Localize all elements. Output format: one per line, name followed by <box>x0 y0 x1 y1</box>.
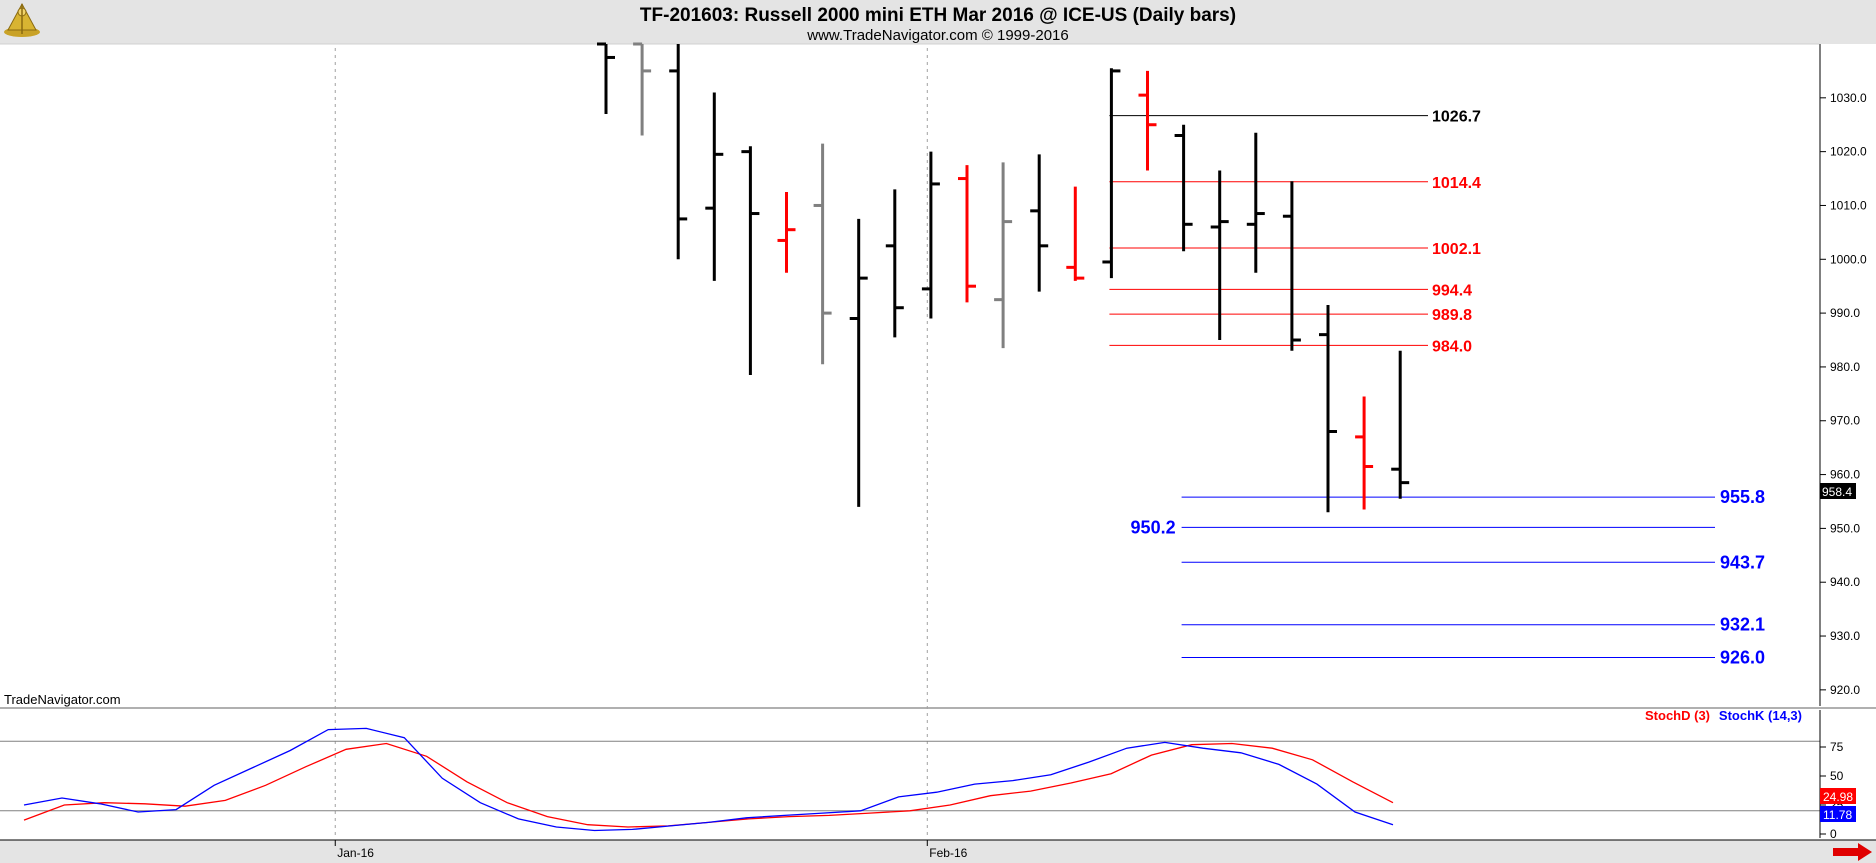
level-label: 1026.7 <box>1432 109 1481 126</box>
price-tick-label: 940.0 <box>1830 575 1860 589</box>
stochk-last-marker: 11.78 <box>1820 806 1856 822</box>
price-tick-label: 920.0 <box>1830 683 1860 697</box>
last-price-marker: 958.4 <box>1820 483 1856 499</box>
level-label: 943.7 <box>1720 552 1765 572</box>
level-label: 926.0 <box>1720 648 1765 668</box>
ohlc-bar <box>1066 186 1085 281</box>
level-label: 994.4 <box>1432 282 1472 299</box>
stochd-last-value: 24.98 <box>1823 790 1853 804</box>
chart-subtitle: www.TradeNavigator.com © 1999-2016 <box>806 27 1068 44</box>
ohlc-bar <box>813 143 832 365</box>
ohlc-bar <box>921 151 940 319</box>
stochastic-series-line <box>23 727 1394 832</box>
ohlc-bar <box>849 218 868 507</box>
ohlc-bars <box>597 42 1410 513</box>
ohlc-bar <box>1355 396 1374 510</box>
ohlc-bar <box>1102 68 1121 279</box>
watermark-label: TradeNavigator.com <box>4 692 121 707</box>
price-tick-label: 970.0 <box>1830 414 1860 428</box>
ohlc-bar <box>633 42 652 136</box>
chart-title: TF-201603: Russell 2000 mini ETH Mar 201… <box>640 5 1236 26</box>
date-gridlines <box>334 48 928 838</box>
stochastic-series-line <box>23 742 1394 828</box>
level-label: 989.8 <box>1432 307 1472 324</box>
price-tick-label: 1010.0 <box>1830 198 1867 212</box>
ohlc-bar <box>1282 181 1301 351</box>
ohlc-bar <box>741 146 760 375</box>
ohlc-bar <box>1391 350 1410 499</box>
ohlc-bar <box>1174 124 1193 252</box>
date-tick-label: Feb-16 <box>929 846 967 860</box>
price-tick-label: 990.0 <box>1830 306 1860 320</box>
ohlc-bar <box>1246 132 1265 273</box>
price-tick-label: 1030.0 <box>1830 91 1867 105</box>
legend-stochk: StochK (14,3) <box>1719 708 1802 723</box>
ohlc-bar <box>705 92 724 281</box>
stochastic-tick-label: 75 <box>1830 740 1844 754</box>
price-tick-label: 960.0 <box>1830 468 1860 482</box>
level-label: 1014.4 <box>1432 175 1481 192</box>
stochk-last-value: 11.78 <box>1823 808 1852 822</box>
level-label: 950.2 <box>1131 517 1176 537</box>
stochd-last-marker: 24.98 <box>1820 788 1856 804</box>
level-label: 1002.1 <box>1432 241 1481 258</box>
price-tick-label: 950.0 <box>1830 521 1860 535</box>
ohlc-bar <box>669 44 688 260</box>
price-tick-label: 930.0 <box>1830 629 1860 643</box>
ohlc-bar <box>1138 70 1157 171</box>
stochastic-tick-label: 50 <box>1830 769 1844 783</box>
stochastic-tick-label: 0 <box>1830 827 1837 841</box>
x-axis-background <box>0 840 1876 863</box>
last-price-label: 958.4 <box>1822 485 1852 499</box>
price-tick-label: 980.0 <box>1830 360 1860 374</box>
price-y-axis: 1030.0 1020.0 1010.0 1000.0 990.0 980.0 970.0 9… <box>1820 91 1867 697</box>
header-background <box>0 0 1876 44</box>
legend-stochd: StochD (3) <box>1645 708 1710 723</box>
level-label: 955.8 <box>1720 487 1765 507</box>
ohlc-bar <box>777 192 796 273</box>
ohlc-bar <box>958 165 976 303</box>
ohlc-bar <box>1210 170 1229 341</box>
ohlc-bar <box>597 42 615 114</box>
stochastic-lines <box>23 727 1394 832</box>
level-label: 984.0 <box>1432 338 1472 355</box>
ohlc-bar <box>994 162 1013 349</box>
price-tick-label: 1000.0 <box>1830 252 1867 266</box>
date-tick-label: Jan-16 <box>337 846 374 860</box>
ohlc-bar <box>1030 154 1049 292</box>
ohlc-bar <box>885 189 904 338</box>
level-lines: 1026.7 1014.4 1002.1 994.4 989.8 984.0 955.8 95… <box>1109 109 1765 668</box>
ohlc-bar <box>1319 305 1337 513</box>
logo-icon <box>4 2 40 37</box>
scroll-right-arrow-icon[interactable] <box>1833 843 1872 861</box>
level-label: 932.1 <box>1720 615 1765 635</box>
x-axis: Jan-16 Feb-16 <box>334 840 968 860</box>
price-tick-label: 1020.0 <box>1830 145 1867 159</box>
